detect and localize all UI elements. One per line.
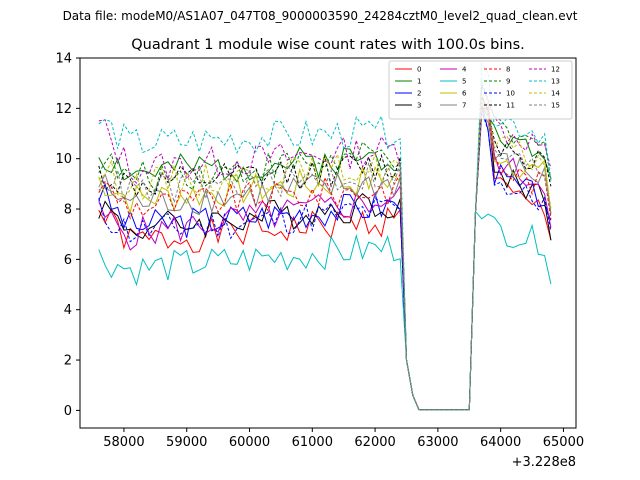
legend-label-9: 9 (506, 78, 510, 86)
legend-label-7: 7 (462, 102, 466, 110)
y-tick-label: 6 (64, 253, 72, 268)
axes-frame (79, 57, 577, 429)
x-tick-label: 62000 (354, 435, 395, 450)
x-tick-label: 61000 (292, 435, 333, 450)
x-axis-ticks: 58000 59000 60000 61000 62000 63000 64000 65000 (103, 428, 584, 450)
legend-label-13: 13 (551, 78, 560, 86)
plot-area: 58000 59000 60000 61000 62000 63000 64000 65000… (55, 52, 584, 471)
x-tick-label: 59000 (166, 435, 207, 450)
legend-label-11: 11 (506, 102, 515, 110)
legend-label-1: 1 (417, 78, 421, 86)
y-axis-ticks: 0 2 4 6 8 10 12 14 (55, 52, 80, 419)
y-tick-label: 14 (55, 52, 72, 67)
legend-label-2: 2 (417, 90, 421, 98)
legend-label-15: 15 (551, 102, 560, 110)
y-tick-label: 8 (64, 203, 72, 218)
legend-label-14: 14 (551, 90, 560, 98)
data-file-label: Data file: modeM0/AS1A07_047T08_90000035… (63, 9, 578, 23)
y-tick-label: 2 (64, 354, 72, 369)
x-tick-label: 65000 (543, 435, 584, 450)
legend-label-4: 4 (462, 66, 467, 74)
series-line-15 (98, 108, 552, 411)
y-tick-label: 0 (64, 404, 72, 419)
legend-label-12: 12 (551, 66, 560, 74)
x-tick-label: 60000 (229, 435, 270, 450)
legend-label-3: 3 (417, 102, 421, 110)
x-tick-label: 64000 (480, 435, 521, 450)
chart-title: Quadrant 1 module wise count rates with … (131, 37, 525, 53)
legend-label-10: 10 (506, 90, 515, 98)
legend-box (388, 60, 573, 120)
y-tick-label: 4 (64, 303, 72, 318)
y-tick-label: 10 (55, 152, 72, 167)
series-line-12 (98, 85, 552, 411)
series-line-13 (98, 61, 552, 411)
legend-label-5: 5 (462, 78, 466, 86)
x-axis-offset-label: +3.228e8 (512, 455, 576, 470)
y-tick-label: 12 (55, 102, 72, 117)
series-line-8 (98, 107, 552, 411)
x-tick-label: 58000 (103, 435, 144, 450)
legend-label-0: 0 (417, 66, 421, 74)
legend-label-8: 8 (506, 66, 510, 74)
x-tick-label: 63000 (417, 435, 458, 450)
series-layer (98, 61, 552, 411)
legend-label-6: 6 (462, 90, 467, 98)
